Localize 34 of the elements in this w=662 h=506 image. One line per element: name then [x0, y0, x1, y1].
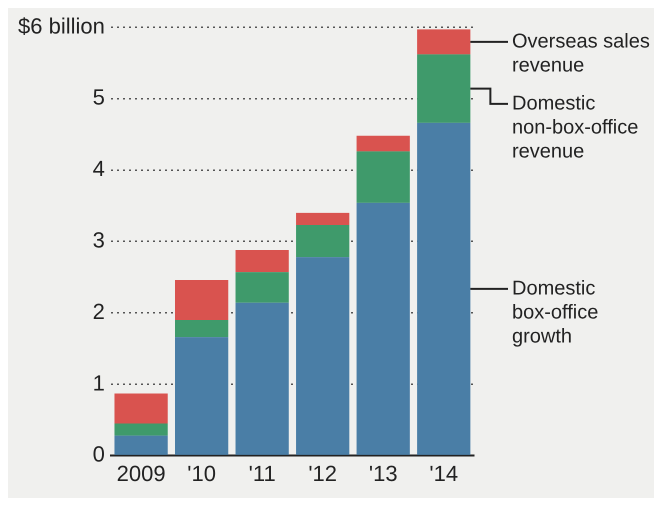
bar	[236, 250, 289, 272]
bar	[175, 280, 228, 320]
bar	[356, 136, 410, 152]
y-tick-label: 3	[92, 227, 105, 252]
y-tick-label: 2	[92, 298, 105, 324]
text: Domestic non-box-office revenue	[512, 92, 638, 162]
x-tick-label: '12	[308, 460, 338, 486]
bar	[114, 393, 168, 424]
bar	[236, 302, 289, 455]
text: Domestic box-office growth	[512, 277, 598, 348]
bar	[296, 257, 350, 455]
bar	[356, 151, 410, 203]
y-tick-label: 4	[92, 156, 105, 182]
bar	[296, 224, 350, 258]
text: Overseas sales revenue	[512, 30, 650, 76]
x-tick-label: '13	[368, 460, 398, 486]
x-tick-label: '10	[187, 460, 216, 486]
bar	[114, 423, 168, 436]
x-tick-label: '11	[248, 460, 276, 486]
bar	[417, 29, 470, 54]
x-tick-label: '14	[429, 460, 458, 486]
x-tick-label: 2009	[116, 460, 166, 486]
bar	[175, 337, 228, 455]
y-tick-label: 1	[92, 370, 105, 396]
bar	[296, 212, 350, 225]
y-tick-label: 0	[92, 442, 105, 467]
bar	[417, 122, 470, 455]
bar	[417, 54, 470, 123]
bar	[236, 272, 289, 303]
y-tick-label: $6 billion	[18, 13, 105, 38]
bar	[114, 436, 168, 455]
bar	[175, 320, 228, 338]
y-tick-label: 5	[92, 84, 105, 110]
bar	[356, 202, 410, 455]
